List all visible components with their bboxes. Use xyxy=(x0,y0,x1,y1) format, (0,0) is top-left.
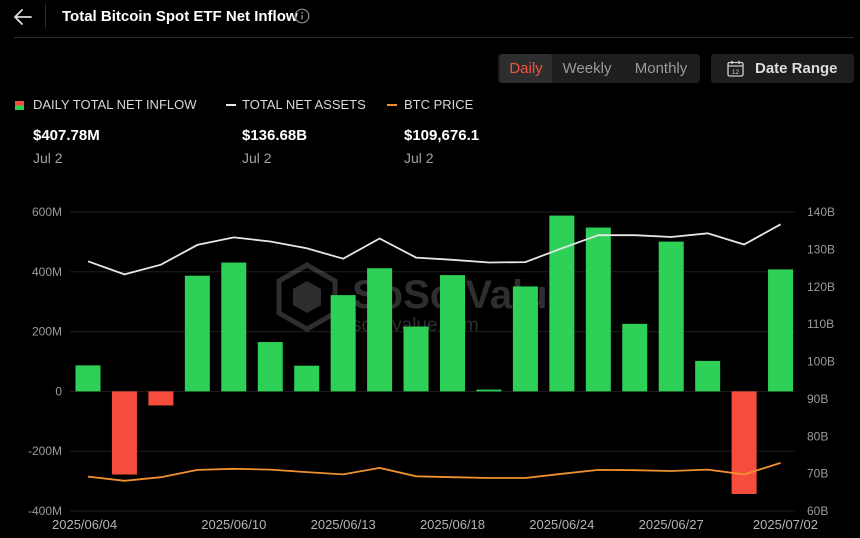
y-tick-right: 130B xyxy=(807,242,835,256)
inflow-bar[interactable] xyxy=(512,286,538,392)
info-icon[interactable] xyxy=(294,8,310,24)
y-tick-right: 60B xyxy=(807,504,828,518)
inflow-bar[interactable] xyxy=(111,391,137,475)
price-date: Jul 2 xyxy=(404,150,434,166)
x-axis: 2025/06/04 2025/06/10 2025/06/13 2025/06/18… xyxy=(52,517,818,532)
y-axis-left: 600M 400M 200M 0 -200M -400M xyxy=(28,205,62,518)
date-range-label: Date Range xyxy=(755,60,838,77)
period-selector: Daily Weekly Monthly xyxy=(498,54,700,83)
header-divider xyxy=(45,3,46,29)
inflow-bar[interactable] xyxy=(549,215,575,392)
inflow-bar[interactable] xyxy=(440,275,465,392)
price-value: $109,676.1 xyxy=(404,127,480,144)
inflow-bar[interactable] xyxy=(476,389,502,392)
y-tick-right: 90B xyxy=(807,392,828,406)
page-title: Total Bitcoin Spot ETF Net Inflow xyxy=(62,8,298,25)
y-tick-left: -400M xyxy=(28,504,62,518)
y-tick-left: -200M xyxy=(28,444,62,458)
grid xyxy=(70,211,795,512)
assets-date: Jul 2 xyxy=(242,150,272,166)
legend-inflow-label: DAILY TOTAL NET INFLOW xyxy=(33,97,197,112)
inflow-bar[interactable] xyxy=(585,227,611,392)
period-monthly-button[interactable]: Monthly xyxy=(634,60,688,77)
x-tick-label: 2025/06/27 xyxy=(639,517,704,532)
inflow-bar[interactable] xyxy=(257,342,283,392)
y-tick-left: 0 xyxy=(55,384,62,398)
date-range-button[interactable]: 12 Date Range xyxy=(711,54,854,83)
inflow-bar[interactable] xyxy=(403,326,429,392)
x-tick-label: 2025/07/02 xyxy=(753,517,818,532)
inflow-bar[interactable] xyxy=(330,295,356,392)
btc-price-line xyxy=(87,462,781,482)
y-tick-right: 70B xyxy=(807,467,828,481)
y-tick-right: 80B xyxy=(807,429,828,443)
bar-swatch-icon xyxy=(15,101,24,110)
x-tick-label: 2025/06/24 xyxy=(529,517,594,532)
etf-flow-chart: SoSo Value sosovalue.com 600M400M200M0-2… xyxy=(28,205,835,532)
inflow-bar[interactable] xyxy=(148,391,174,406)
y-tick-right: 120B xyxy=(807,280,835,294)
header-separator xyxy=(14,37,854,38)
y-tick-right: 100B xyxy=(807,355,835,369)
total-net-assets-line xyxy=(87,223,782,276)
inflow-bar[interactable] xyxy=(622,323,648,392)
back-arrow-icon[interactable] xyxy=(12,6,34,28)
line-swatch-icon xyxy=(226,104,236,106)
inflow-bar[interactable] xyxy=(367,268,393,392)
inflow-date: Jul 2 xyxy=(33,150,63,166)
y-tick-right: 110B xyxy=(807,317,834,331)
inflow-bar[interactable] xyxy=(695,360,721,392)
inflow-bar[interactable] xyxy=(184,275,210,392)
period-daily-button[interactable]: Daily xyxy=(500,54,552,83)
inflow-bar[interactable] xyxy=(221,262,247,392)
y-tick-left: 200M xyxy=(32,325,62,339)
inflow-bar[interactable] xyxy=(658,241,684,392)
header-bar: Total Bitcoin Spot ETF Net Inflow xyxy=(0,0,860,36)
x-tick-label: 2025/06/18 xyxy=(420,517,485,532)
watermark-logo-icon xyxy=(276,262,338,332)
inflow-bar[interactable] xyxy=(731,391,757,494)
inflow-bar[interactable] xyxy=(768,269,794,392)
y-axis-right: 140B 130B 120B 110B 100B 90B 80B 70B 60B xyxy=(807,205,835,518)
y-tick-left: 600M xyxy=(32,205,62,219)
y-tick-right: 140B xyxy=(807,205,835,219)
calendar-icon: 12 xyxy=(727,60,744,77)
svg-text:12: 12 xyxy=(732,69,740,76)
y-tick-left: 400M xyxy=(32,265,62,279)
inflow-bars xyxy=(75,215,794,494)
assets-value: $136.68B xyxy=(242,127,308,144)
x-tick-label: 2025/06/04 xyxy=(52,517,117,532)
x-tick-label: 2025/06/10 xyxy=(201,517,266,532)
legend-price-label: BTC PRICE xyxy=(404,97,474,112)
line-swatch-icon xyxy=(387,104,397,106)
inflow-bar[interactable] xyxy=(294,365,320,392)
x-tick-label: 2025/06/13 xyxy=(311,517,376,532)
inflow-value: $407.78M xyxy=(33,127,100,144)
inflow-bar[interactable] xyxy=(75,365,101,392)
legend-assets-label: TOTAL NET ASSETS xyxy=(242,97,366,112)
period-weekly-button[interactable]: Weekly xyxy=(562,60,612,77)
